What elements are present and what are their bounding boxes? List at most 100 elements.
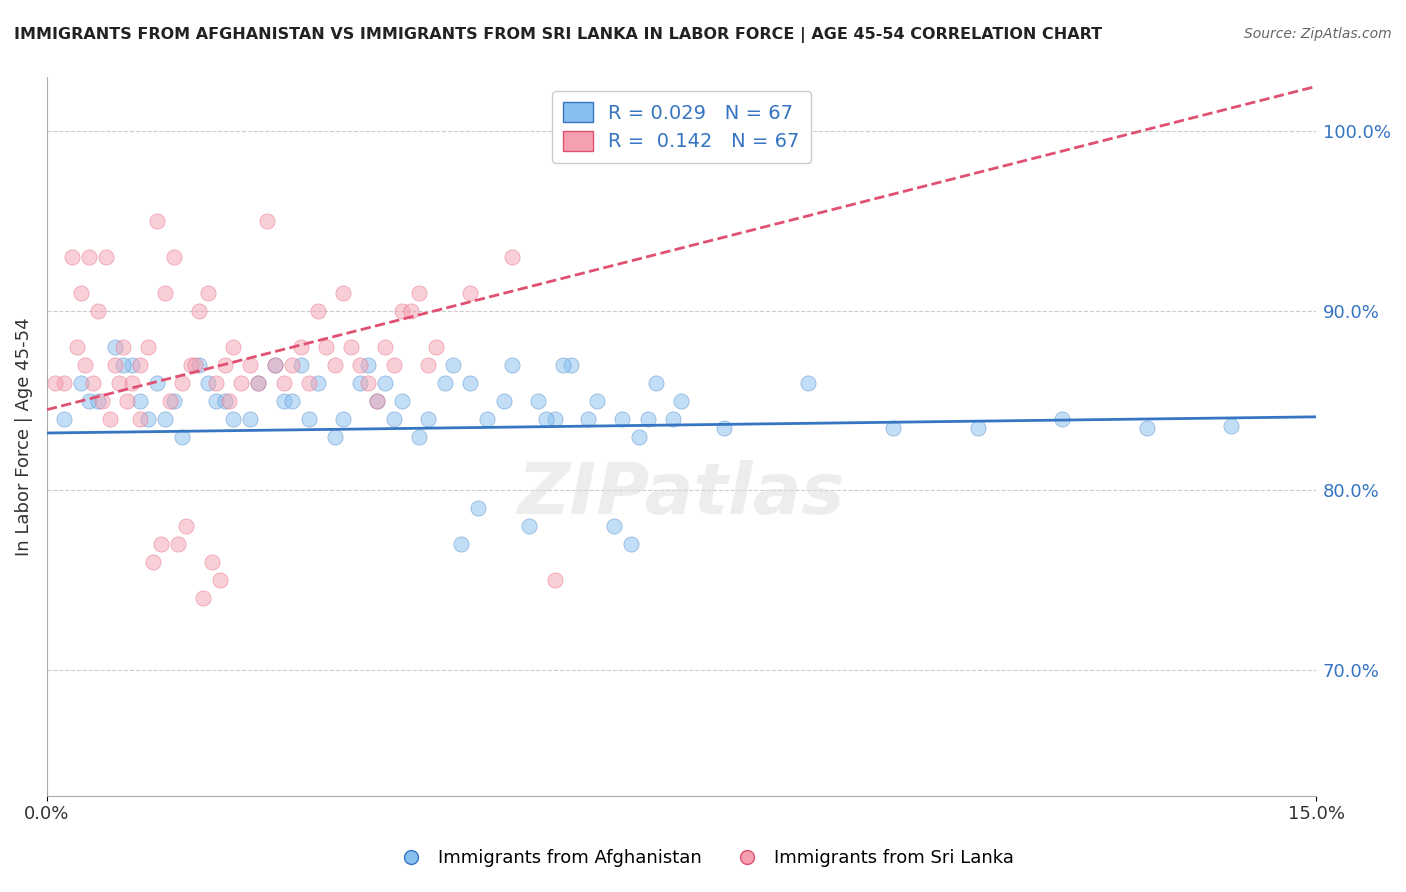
Point <box>103 358 125 372</box>
Point <box>298 411 321 425</box>
Point <box>77 393 100 408</box>
Point <box>146 376 169 390</box>
Point <box>218 393 240 408</box>
Point <box>188 304 211 318</box>
Point <box>172 376 194 390</box>
Point <box>332 411 354 425</box>
Point <box>323 358 346 372</box>
Point <box>966 420 988 434</box>
Point <box>159 393 181 408</box>
Point <box>441 358 464 372</box>
Point <box>315 340 337 354</box>
Point <box>150 537 173 551</box>
Point <box>560 358 582 372</box>
Point <box>366 393 388 408</box>
Point <box>408 429 430 443</box>
Point <box>366 393 388 408</box>
Point <box>155 285 177 300</box>
Point <box>1050 411 1073 425</box>
Point <box>129 393 152 408</box>
Point <box>526 393 548 408</box>
Point <box>146 214 169 228</box>
Point <box>247 376 270 390</box>
Point <box>382 358 405 372</box>
Point <box>180 358 202 372</box>
Point <box>60 250 83 264</box>
Point <box>637 411 659 425</box>
Point <box>77 250 100 264</box>
Point <box>713 420 735 434</box>
Y-axis label: In Labor Force | Age 45-54: In Labor Force | Age 45-54 <box>15 318 32 556</box>
Point <box>112 340 135 354</box>
Point <box>155 411 177 425</box>
Point <box>586 393 609 408</box>
Point <box>612 411 634 425</box>
Point <box>408 285 430 300</box>
Point <box>425 340 447 354</box>
Point <box>167 537 190 551</box>
Point <box>332 285 354 300</box>
Text: IMMIGRANTS FROM AFGHANISTAN VS IMMIGRANTS FROM SRI LANKA IN LABOR FORCE | AGE 45: IMMIGRANTS FROM AFGHANISTAN VS IMMIGRANT… <box>14 27 1102 43</box>
Point <box>138 340 160 354</box>
Point <box>98 411 121 425</box>
Point <box>543 411 565 425</box>
Point <box>222 411 245 425</box>
Point <box>298 376 321 390</box>
Point <box>382 411 405 425</box>
Point <box>184 358 207 372</box>
Point <box>307 304 329 318</box>
Point <box>534 411 557 425</box>
Point <box>193 591 215 606</box>
Point <box>197 285 219 300</box>
Point <box>86 304 108 318</box>
Point <box>82 376 104 390</box>
Point <box>349 376 371 390</box>
Point <box>69 376 91 390</box>
Point <box>129 411 152 425</box>
Point <box>86 393 108 408</box>
Point <box>501 358 523 372</box>
Legend: Immigrants from Afghanistan, Immigrants from Sri Lanka: Immigrants from Afghanistan, Immigrants … <box>385 842 1021 874</box>
Point <box>467 501 489 516</box>
Point <box>273 376 295 390</box>
Point <box>290 358 312 372</box>
Point <box>222 340 245 354</box>
Point <box>662 411 685 425</box>
Point <box>163 250 186 264</box>
Point <box>94 250 117 264</box>
Point <box>416 411 439 425</box>
Point <box>416 358 439 372</box>
Point <box>551 358 574 372</box>
Point <box>142 555 165 569</box>
Point <box>205 376 228 390</box>
Point <box>65 340 87 354</box>
Point <box>290 340 312 354</box>
Point <box>214 393 236 408</box>
Point <box>1220 418 1243 433</box>
Point <box>103 340 125 354</box>
Point <box>138 411 160 425</box>
Point <box>188 358 211 372</box>
Point <box>450 537 472 551</box>
Text: Source: ZipAtlas.com: Source: ZipAtlas.com <box>1244 27 1392 41</box>
Point <box>501 250 523 264</box>
Point <box>231 376 253 390</box>
Point <box>117 393 139 408</box>
Point <box>264 358 287 372</box>
Point <box>797 376 820 390</box>
Point <box>340 340 363 354</box>
Point <box>517 519 540 533</box>
Point <box>349 358 371 372</box>
Point <box>458 285 481 300</box>
Point <box>492 393 515 408</box>
Point <box>112 358 135 372</box>
Point <box>620 537 643 551</box>
Point <box>197 376 219 390</box>
Point <box>52 376 75 390</box>
Point <box>628 429 651 443</box>
Point <box>214 358 236 372</box>
Point <box>108 376 131 390</box>
Point <box>172 429 194 443</box>
Point <box>209 574 232 588</box>
Text: ZIPatlas: ZIPatlas <box>517 459 845 529</box>
